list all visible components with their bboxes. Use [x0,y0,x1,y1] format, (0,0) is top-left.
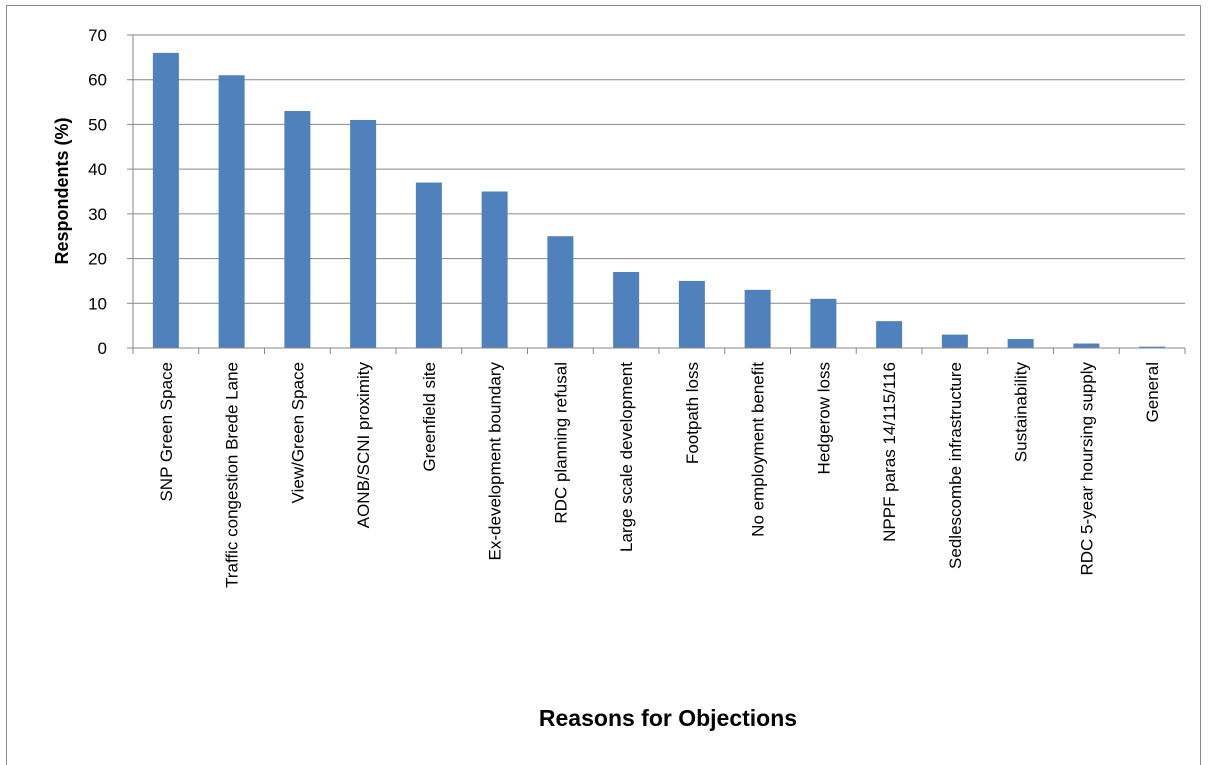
category-label: No employment benefit [749,362,768,537]
chart-frame [6,5,1201,765]
category-label: Large scale development [617,362,636,552]
bars [152,52,1166,349]
category-label: AONB/SCNI proximity [354,362,373,529]
y-tick-labels: 0 10 20 30 40 50 60 70 [88,26,107,358]
y-tick-label: 60 [88,71,107,90]
y-axis-title: Respondents (%) [52,117,72,264]
category-label: View/Green Space [288,362,307,503]
category-label: Footpath loss [683,362,702,464]
category-label: Greenfield site [420,362,439,472]
y-tick-label: 70 [88,26,107,45]
category-label: NPPF paras 14/115/116 [880,362,899,542]
y-tick-label: 10 [88,294,107,313]
bar [350,119,377,348]
bar [481,191,508,348]
category-labels: SNP Green Space Traffic congestion Brede … [157,362,1162,588]
y-tick-label: 20 [88,250,107,269]
bar [678,280,705,348]
bar [1007,339,1034,348]
bar [284,111,311,348]
y-tick-label: 0 [98,339,107,358]
bar [547,236,574,348]
axes [132,35,1186,354]
category-label: Sustainability [1012,362,1031,463]
category-label: RDC 5-year hoursing supply [1077,362,1096,576]
bar [1073,343,1100,348]
y-tick-label: 40 [88,160,107,179]
bar [152,52,179,349]
bar [415,182,442,348]
category-label: Hedgerow loss [814,362,833,474]
y-tick-label: 50 [88,115,107,134]
category-label: Sedlescombe infrastructure [946,362,965,569]
bar [1139,346,1166,348]
category-label: RDC planning refusal [551,362,570,524]
bar [876,321,903,348]
x-axis-title: Reasons for Objections [539,705,797,731]
bar [218,75,245,348]
bar [941,334,968,348]
category-label: Traffic congestion Brede Lane [223,362,242,588]
category-label: Ex-development boundary [486,362,505,561]
category-label: General [1143,362,1162,422]
bar [613,271,640,348]
y-tick-label: 30 [88,205,107,224]
bar [744,289,771,348]
category-label: SNP Green Space [157,362,176,502]
bar [810,298,837,348]
